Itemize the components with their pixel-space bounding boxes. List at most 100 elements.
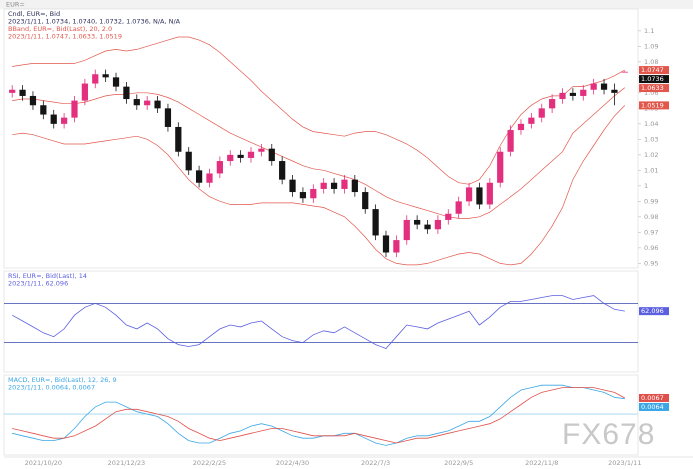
legend-text: RSI, EUR=, Bid(Last), 14: [8, 272, 87, 280]
legend-text: Cndl, EUR=, Bid: [8, 10, 60, 18]
legend-text: 2023/1/11, 0.0064, 0.0067: [8, 384, 95, 392]
x-tick-label: 2022/4/30: [276, 459, 309, 467]
candle-body: [206, 173, 213, 183]
price-tag-label: 1.0747: [641, 66, 664, 74]
candle-body: [372, 209, 379, 236]
candle-body: [185, 151, 192, 171]
candle-body: [289, 179, 296, 193]
candle-body: [258, 148, 265, 152]
legend-text: 2023/1/11, 62.096: [8, 280, 68, 288]
candle-body: [580, 89, 587, 96]
candle-body: [538, 108, 545, 118]
series-line: [12, 295, 625, 349]
legend-text: MACD, EUR=, Bid(Last), 12, 26, 9: [8, 376, 117, 384]
candle-body: [40, 105, 47, 115]
series-line: [12, 387, 625, 444]
x-tick-label: 2022/11/8: [525, 459, 558, 467]
candle-body: [310, 188, 317, 199]
legend-text: BBand, EUR=, Bid(Last), 20, 2.0: [8, 25, 112, 33]
candle-body: [559, 92, 566, 100]
candle-body: [600, 83, 608, 90]
candle-body: [102, 74, 109, 78]
price-tag: [639, 101, 669, 110]
candle-body: [268, 148, 275, 162]
y-tick-label: 1.08: [644, 58, 658, 66]
y-tick-label: 1.01: [644, 166, 658, 174]
candle-body: [175, 126, 182, 152]
series-line: [12, 384, 625, 446]
watermark: FX678: [562, 418, 655, 451]
candle-body: [445, 213, 452, 220]
candle-body: [81, 83, 88, 101]
candle-body: [528, 117, 535, 124]
candle-body: [133, 99, 140, 106]
candle-body: [382, 235, 390, 253]
candle-body: [92, 74, 99, 84]
candle-body: [19, 89, 26, 96]
band-lower: [12, 105, 626, 266]
pane-frame: [3, 8, 639, 269]
candle-body: [227, 154, 234, 162]
price-tag-label: 1.0633: [641, 84, 664, 92]
candle-body: [144, 100, 151, 106]
candle-body: [611, 89, 618, 93]
candle-body: [154, 100, 161, 109]
price-tag-label: 0.0067: [641, 394, 664, 402]
y-tick-label: 1.02: [644, 151, 658, 159]
price-tag: [639, 66, 669, 75]
pane-frame: [3, 270, 639, 373]
candle-body: [123, 86, 130, 100]
candle-body: [486, 182, 493, 205]
candle-body: [50, 114, 57, 124]
y-tick-label: 1.09: [644, 42, 658, 50]
candle-body: [247, 151, 255, 158]
price-tag-label: 1.0736: [641, 75, 664, 83]
candle-body: [237, 154, 244, 158]
candle-body: [320, 182, 327, 189]
candle-body: [393, 240, 400, 253]
band-middle: [12, 87, 626, 219]
candle-body: [279, 161, 286, 180]
price-tag-label: 1.0519: [641, 101, 664, 109]
candle-body: [424, 224, 431, 230]
candle-body: [29, 95, 37, 106]
y-tick-label: 1.06: [644, 89, 658, 97]
candle-body: [497, 151, 504, 183]
y-tick-label: 1.03: [644, 135, 658, 143]
x-tick-label: 2021/10/20: [25, 459, 62, 467]
candle-body: [590, 83, 597, 90]
candle-body: [341, 179, 348, 189]
legend-text: 2023/1/11, 1.0747, 1.0633, 1.0519: [8, 33, 122, 41]
price-tag: [639, 307, 669, 316]
x-tick-label: 2022/9/5: [444, 459, 473, 467]
candle-body: [569, 92, 577, 96]
band-upper: [12, 36, 625, 185]
candle-body: [507, 130, 514, 152]
candle-body: [9, 89, 16, 93]
candle-body: [517, 123, 525, 131]
legend-text: 2023/1/11, 1.0734, 1.0740, 1.0732, 1.073…: [8, 18, 181, 26]
candle-body: [549, 99, 556, 109]
price-tag: [639, 402, 669, 411]
candle-body: [195, 170, 203, 183]
candle-body: [112, 77, 120, 87]
price-tag: [639, 75, 669, 84]
y-tick-label: 0.96: [644, 244, 658, 252]
header-bar: [0, 0, 693, 9]
price-tag-label: 0.0064: [641, 403, 664, 411]
candle-body: [476, 187, 483, 205]
y-tick-label: 1.1: [644, 27, 654, 35]
x-tick-label: 2022/2/25: [193, 459, 226, 467]
candle-body: [621, 71, 628, 73]
x-tick-label: 2023/1/11: [608, 459, 641, 467]
candle-body: [434, 219, 442, 230]
y-tick-label: 1.04: [644, 120, 658, 128]
price-tag-label: 62.096: [641, 307, 664, 315]
candle-body: [330, 182, 338, 189]
price-tag: [639, 84, 669, 93]
candle-body: [299, 192, 307, 199]
y-tick-label: 0.99: [644, 197, 658, 205]
candle-body: [403, 219, 410, 241]
